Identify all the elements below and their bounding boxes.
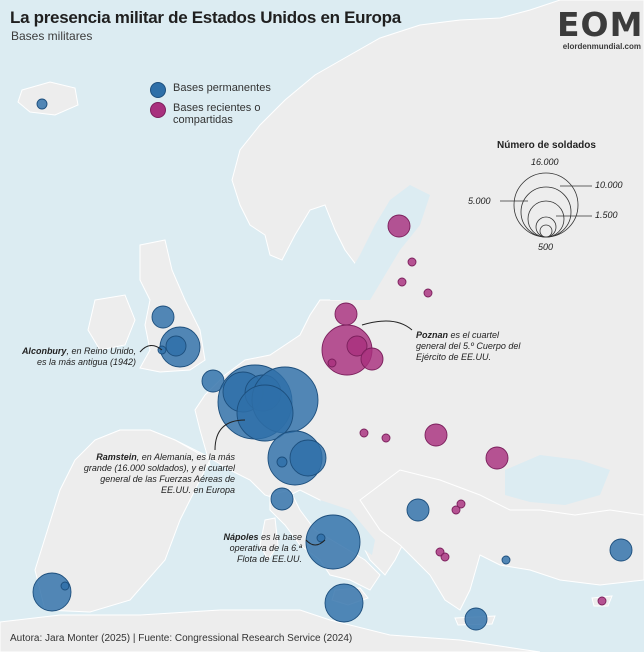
arrow-napoles <box>305 539 326 546</box>
size-label-500: 500 <box>538 242 554 252</box>
bases-layer <box>32 98 633 631</box>
size-label-16000: 16.000 <box>531 157 559 167</box>
permanent-base-14 <box>270 487 294 511</box>
permanent-base-10 <box>236 384 294 442</box>
permanent-base-19 <box>60 581 70 591</box>
annotation-poznan-name: Poznan <box>416 330 449 340</box>
recent-base-30 <box>407 257 417 267</box>
size-legend-500 <box>539 224 553 238</box>
map-title: La presencia militar de Estados Unidos e… <box>10 8 401 27</box>
permanent-base-23 <box>609 538 633 562</box>
recent-base-28 <box>327 358 337 368</box>
permanent-base-20 <box>406 498 430 522</box>
permanent-base-21 <box>464 607 488 631</box>
annotation-ramstein-name: Ramstein <box>96 452 137 462</box>
recent-base-25 <box>334 302 358 326</box>
recent-base-35 <box>359 428 369 438</box>
recent-base-33 <box>424 423 448 447</box>
permanent-base-15 <box>305 514 361 570</box>
permanent-base-17 <box>324 583 364 623</box>
land-continental-europe <box>59 0 644 576</box>
permanent-base-3 <box>165 335 187 357</box>
annotation-ramstein-text: , en Alemania, es la más grande (16.000 … <box>83 452 235 495</box>
recent-base-29 <box>387 214 411 238</box>
land-sardinia <box>259 517 279 561</box>
recent-base-34 <box>485 446 509 470</box>
recent-base-27 <box>360 347 384 371</box>
recent-base-38 <box>451 505 461 515</box>
baltic-sea <box>330 185 430 300</box>
recent-base-40 <box>440 552 450 562</box>
land-ireland <box>87 294 136 351</box>
annotation-ramstein: Ramstein, en Alemania, es la más grande … <box>80 452 235 496</box>
map-subtitle: Bases militares <box>11 29 93 43</box>
legend-permanent-label: Bases permanentes <box>173 82 271 94</box>
black-sea <box>505 455 610 505</box>
permanent-base-1 <box>151 305 175 329</box>
permanent-base-16 <box>316 533 326 543</box>
recent-base-41 <box>597 596 607 606</box>
legend-recent-label: Bases recientes o compartidas <box>173 102 261 126</box>
annotation-poznan-text: es el cuartel general del 5.º Cuerpo del… <box>416 330 521 362</box>
permanent-swatch <box>150 82 166 98</box>
footer-credits: Autora: Jara Monter (2025) | Fuente: Con… <box>10 633 353 644</box>
size-label-1500: 1.500 <box>595 210 618 220</box>
arrow-alconbury <box>139 345 163 353</box>
permanent-base-13 <box>276 456 288 468</box>
permanent-base-18 <box>32 572 72 612</box>
recent-base-31 <box>397 277 407 287</box>
arrow-ramstein <box>214 419 246 451</box>
land-balkans-turkey <box>359 469 644 611</box>
recent-base-26 <box>346 335 368 357</box>
eom-logo-mark: EOM <box>557 5 644 44</box>
permanent-base-12 <box>289 439 327 477</box>
size-legend <box>500 172 592 238</box>
legend-recent: Bases recientes o compartidas <box>150 102 270 126</box>
annotation-alconbury-name: Alconbury <box>21 346 67 356</box>
recent-base-36 <box>381 433 391 443</box>
recent-base-37 <box>456 499 466 509</box>
annotation-napoles: Nápoles es la base operativa de la 6.ª F… <box>210 532 302 565</box>
annotation-poznan: Poznan es el cuartel general del 5.º Cue… <box>416 330 526 363</box>
recent-swatch <box>150 102 166 118</box>
size-legend-title: Número de soldados <box>497 140 596 151</box>
annotation-alconbury-text: , en Reino Unido, es la más antigua (194… <box>36 346 136 367</box>
land-iceland <box>17 81 79 116</box>
eom-logo: EOM elordenmundial.com <box>557 5 644 52</box>
permanent-base-22 <box>501 555 511 565</box>
arrow-poznan <box>361 320 413 331</box>
annotation-napoles-name: Nápoles <box>223 532 259 542</box>
legend-permanent: Bases permanentes <box>150 82 271 98</box>
annotation-napoles-text: es la base operativa de la 6.ª Flota de … <box>229 532 302 564</box>
annotation-arrows <box>139 320 413 546</box>
permanent-base-0 <box>36 98 48 110</box>
annotation-alconbury: Alconbury, en Reino Unido, es la más ant… <box>14 346 136 368</box>
size-label-10000: 10.000 <box>595 180 623 190</box>
land-north-africa <box>0 609 541 652</box>
recent-base-32 <box>423 288 433 298</box>
eom-logo-url: elordenmundial.com <box>562 42 641 51</box>
size-label-5000: 5.000 <box>468 196 491 206</box>
